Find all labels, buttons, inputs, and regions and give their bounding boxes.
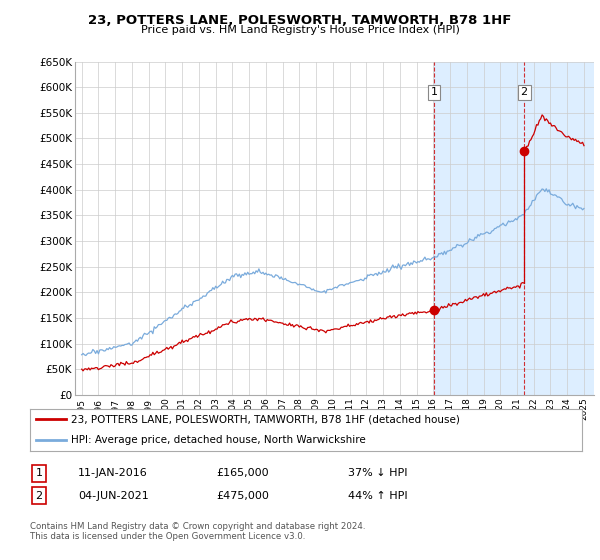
- Text: 11-JAN-2016: 11-JAN-2016: [78, 468, 148, 478]
- Text: Contains HM Land Registry data © Crown copyright and database right 2024.
This d: Contains HM Land Registry data © Crown c…: [30, 522, 365, 542]
- Text: £475,000: £475,000: [216, 491, 269, 501]
- Bar: [434, 62, 598, 395]
- Text: Price paid vs. HM Land Registry's House Price Index (HPI): Price paid vs. HM Land Registry's House …: [140, 25, 460, 35]
- Text: 23, POTTERS LANE, POLESWORTH, TAMWORTH, B78 1HF (detached house): 23, POTTERS LANE, POLESWORTH, TAMWORTH, …: [71, 414, 460, 424]
- Text: 37% ↓ HPI: 37% ↓ HPI: [348, 468, 407, 478]
- Text: 2: 2: [35, 491, 43, 501]
- Text: HPI: Average price, detached house, North Warwickshire: HPI: Average price, detached house, Nort…: [71, 435, 366, 445]
- Text: 1: 1: [35, 468, 43, 478]
- Text: 1: 1: [430, 87, 437, 97]
- Text: £165,000: £165,000: [216, 468, 269, 478]
- Text: 23, POTTERS LANE, POLESWORTH, TAMWORTH, B78 1HF: 23, POTTERS LANE, POLESWORTH, TAMWORTH, …: [88, 14, 512, 27]
- Text: 2: 2: [521, 87, 528, 97]
- Text: 44% ↑ HPI: 44% ↑ HPI: [348, 491, 407, 501]
- Text: 04-JUN-2021: 04-JUN-2021: [78, 491, 149, 501]
